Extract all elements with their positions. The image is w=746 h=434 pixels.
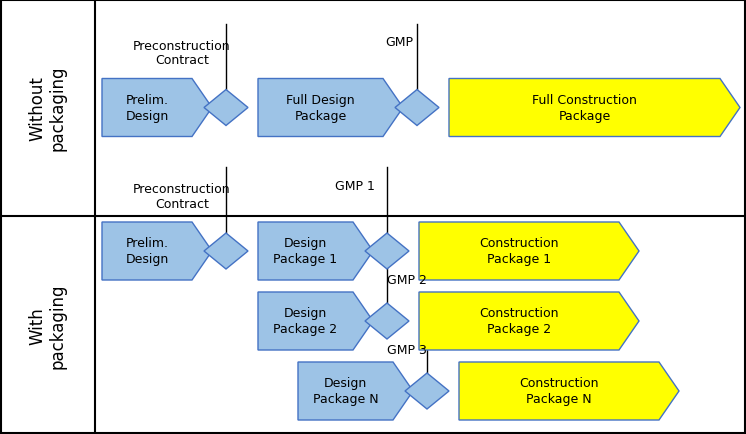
Text: GMP 2: GMP 2 bbox=[387, 273, 427, 286]
Polygon shape bbox=[204, 90, 248, 126]
Text: Construction
Package N: Construction Package N bbox=[519, 377, 599, 405]
Polygon shape bbox=[298, 362, 413, 420]
Text: Preconstruction
Contract: Preconstruction Contract bbox=[134, 39, 231, 67]
Text: Design
Package 1: Design Package 1 bbox=[274, 237, 337, 266]
Polygon shape bbox=[419, 223, 639, 280]
Polygon shape bbox=[365, 233, 409, 270]
Text: Construction
Package 1: Construction Package 1 bbox=[479, 237, 559, 266]
Polygon shape bbox=[102, 79, 212, 137]
Text: Design
Package 2: Design Package 2 bbox=[274, 307, 337, 336]
Polygon shape bbox=[258, 293, 373, 350]
Polygon shape bbox=[459, 362, 679, 420]
Polygon shape bbox=[258, 223, 373, 280]
Text: Preconstruction
Contract: Preconstruction Contract bbox=[134, 183, 231, 210]
Text: GMP 1: GMP 1 bbox=[335, 180, 375, 193]
Polygon shape bbox=[258, 79, 403, 137]
Text: Design
Package N: Design Package N bbox=[313, 377, 378, 405]
Text: Prelim.
Design: Prelim. Design bbox=[125, 94, 169, 123]
Text: Full Construction
Package: Full Construction Package bbox=[532, 94, 637, 123]
Text: GMP 3: GMP 3 bbox=[387, 343, 427, 356]
Polygon shape bbox=[449, 79, 740, 137]
Text: Full Design
Package: Full Design Package bbox=[286, 94, 355, 123]
Polygon shape bbox=[204, 233, 248, 270]
Text: Construction
Package 2: Construction Package 2 bbox=[479, 307, 559, 336]
Polygon shape bbox=[365, 303, 409, 339]
Polygon shape bbox=[395, 90, 439, 126]
Text: Prelim.
Design: Prelim. Design bbox=[125, 237, 169, 266]
Text: GMP: GMP bbox=[385, 36, 413, 49]
Text: With
packaging: With packaging bbox=[28, 283, 67, 368]
Polygon shape bbox=[405, 373, 449, 409]
Text: Without
packaging: Without packaging bbox=[28, 66, 67, 151]
Polygon shape bbox=[419, 293, 639, 350]
Polygon shape bbox=[102, 223, 212, 280]
